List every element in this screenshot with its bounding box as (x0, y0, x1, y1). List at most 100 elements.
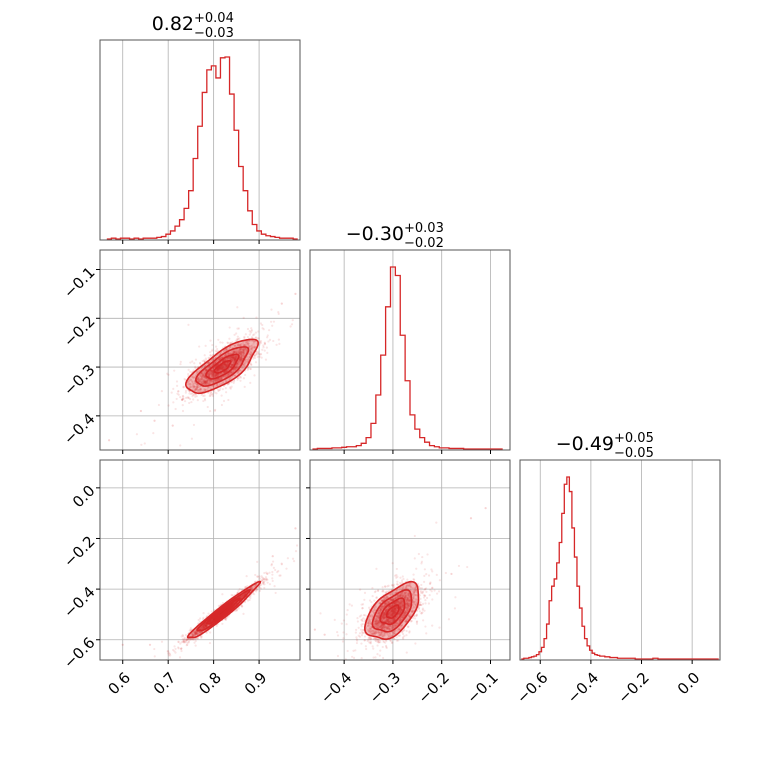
sample-point (238, 588, 241, 591)
sample-point (363, 598, 366, 601)
sample-point (215, 369, 219, 373)
sample-point (171, 424, 174, 427)
sample-point (187, 641, 190, 644)
sample-point (214, 360, 217, 363)
histogram-step-line (106, 56, 298, 240)
sample-point (196, 388, 199, 391)
sample-point (250, 345, 253, 348)
sample-point (238, 358, 241, 361)
sample-point (255, 353, 258, 356)
sample-point (277, 312, 280, 315)
sample-point (200, 378, 203, 381)
sample-point (228, 326, 231, 329)
sample-point (203, 379, 207, 382)
sample-point (246, 366, 249, 370)
sample-point (252, 340, 256, 343)
sample-point (209, 372, 213, 375)
sample-point (175, 397, 178, 401)
sample-point (207, 362, 210, 365)
sample-point (252, 340, 255, 343)
sample-point (219, 378, 222, 381)
sample-point (263, 342, 266, 345)
sample-point (197, 380, 201, 383)
sample-point (212, 367, 215, 370)
sample-point (232, 357, 235, 360)
sample-point (253, 374, 256, 377)
sample-point (235, 609, 238, 612)
sample-point (233, 359, 237, 362)
sample-point (262, 328, 265, 331)
sample-point (204, 389, 207, 392)
sample-point (249, 381, 252, 385)
sample-point (194, 387, 197, 391)
sample-point (220, 376, 223, 379)
sample-point (203, 371, 207, 374)
histogram-clip (312, 266, 503, 450)
sample-point (232, 351, 236, 354)
sample-point (208, 365, 212, 368)
sample-point (233, 349, 236, 352)
sample-point (204, 381, 207, 384)
sample-point (200, 376, 204, 379)
sample-point (233, 357, 237, 360)
sample-point (194, 381, 197, 385)
sample-point (294, 527, 297, 530)
sample-point (220, 394, 223, 397)
sample-point (205, 380, 209, 383)
sample-point (242, 344, 245, 347)
sample-point (184, 396, 188, 399)
sample-point (242, 352, 245, 355)
sample-point (220, 367, 223, 370)
sample-point (262, 577, 265, 580)
sample-point (206, 380, 209, 383)
sample-point (280, 562, 283, 565)
sample-point (222, 399, 226, 403)
sample-point (230, 385, 233, 388)
sample-point (239, 360, 242, 363)
sample-point (224, 370, 227, 374)
sample-point (232, 355, 235, 359)
sample-point (229, 387, 232, 390)
sample-point (238, 350, 241, 353)
sample-point (243, 362, 247, 365)
sample-point (204, 357, 207, 360)
sample-point (244, 585, 247, 589)
sample-point (234, 355, 237, 358)
sample-point (286, 557, 289, 560)
sample-point (196, 398, 199, 402)
sample-point (219, 373, 222, 376)
sample-point (201, 373, 204, 376)
sample-point (194, 644, 197, 647)
sample-point (256, 560, 259, 563)
sample-point (229, 386, 232, 389)
sample-point (266, 334, 269, 337)
sample-point (231, 359, 235, 362)
sample-point (238, 359, 242, 362)
sample-point (242, 363, 246, 367)
sample-point (204, 388, 207, 391)
sample-point (179, 362, 182, 366)
sample-point (199, 373, 203, 376)
sample-point (232, 349, 235, 352)
sample-point (234, 350, 237, 353)
sample-point (203, 394, 206, 397)
sample-point (221, 622, 224, 625)
sample-point (189, 370, 192, 373)
sample-point (236, 378, 239, 381)
sample-point (203, 354, 206, 357)
sample-point (271, 573, 274, 576)
sample-point (275, 343, 278, 346)
sample-point (219, 367, 222, 370)
sample-point (227, 352, 230, 355)
sample-point (231, 356, 235, 359)
sample-point (213, 409, 216, 412)
sample-point (266, 581, 269, 584)
sample-point (253, 333, 256, 336)
sample-point (255, 316, 258, 319)
sample-point (223, 364, 226, 367)
sample-point (204, 381, 207, 384)
sample-point (198, 361, 202, 365)
sample-point (280, 302, 283, 305)
sample-point (257, 337, 260, 340)
sample-point (259, 352, 263, 356)
